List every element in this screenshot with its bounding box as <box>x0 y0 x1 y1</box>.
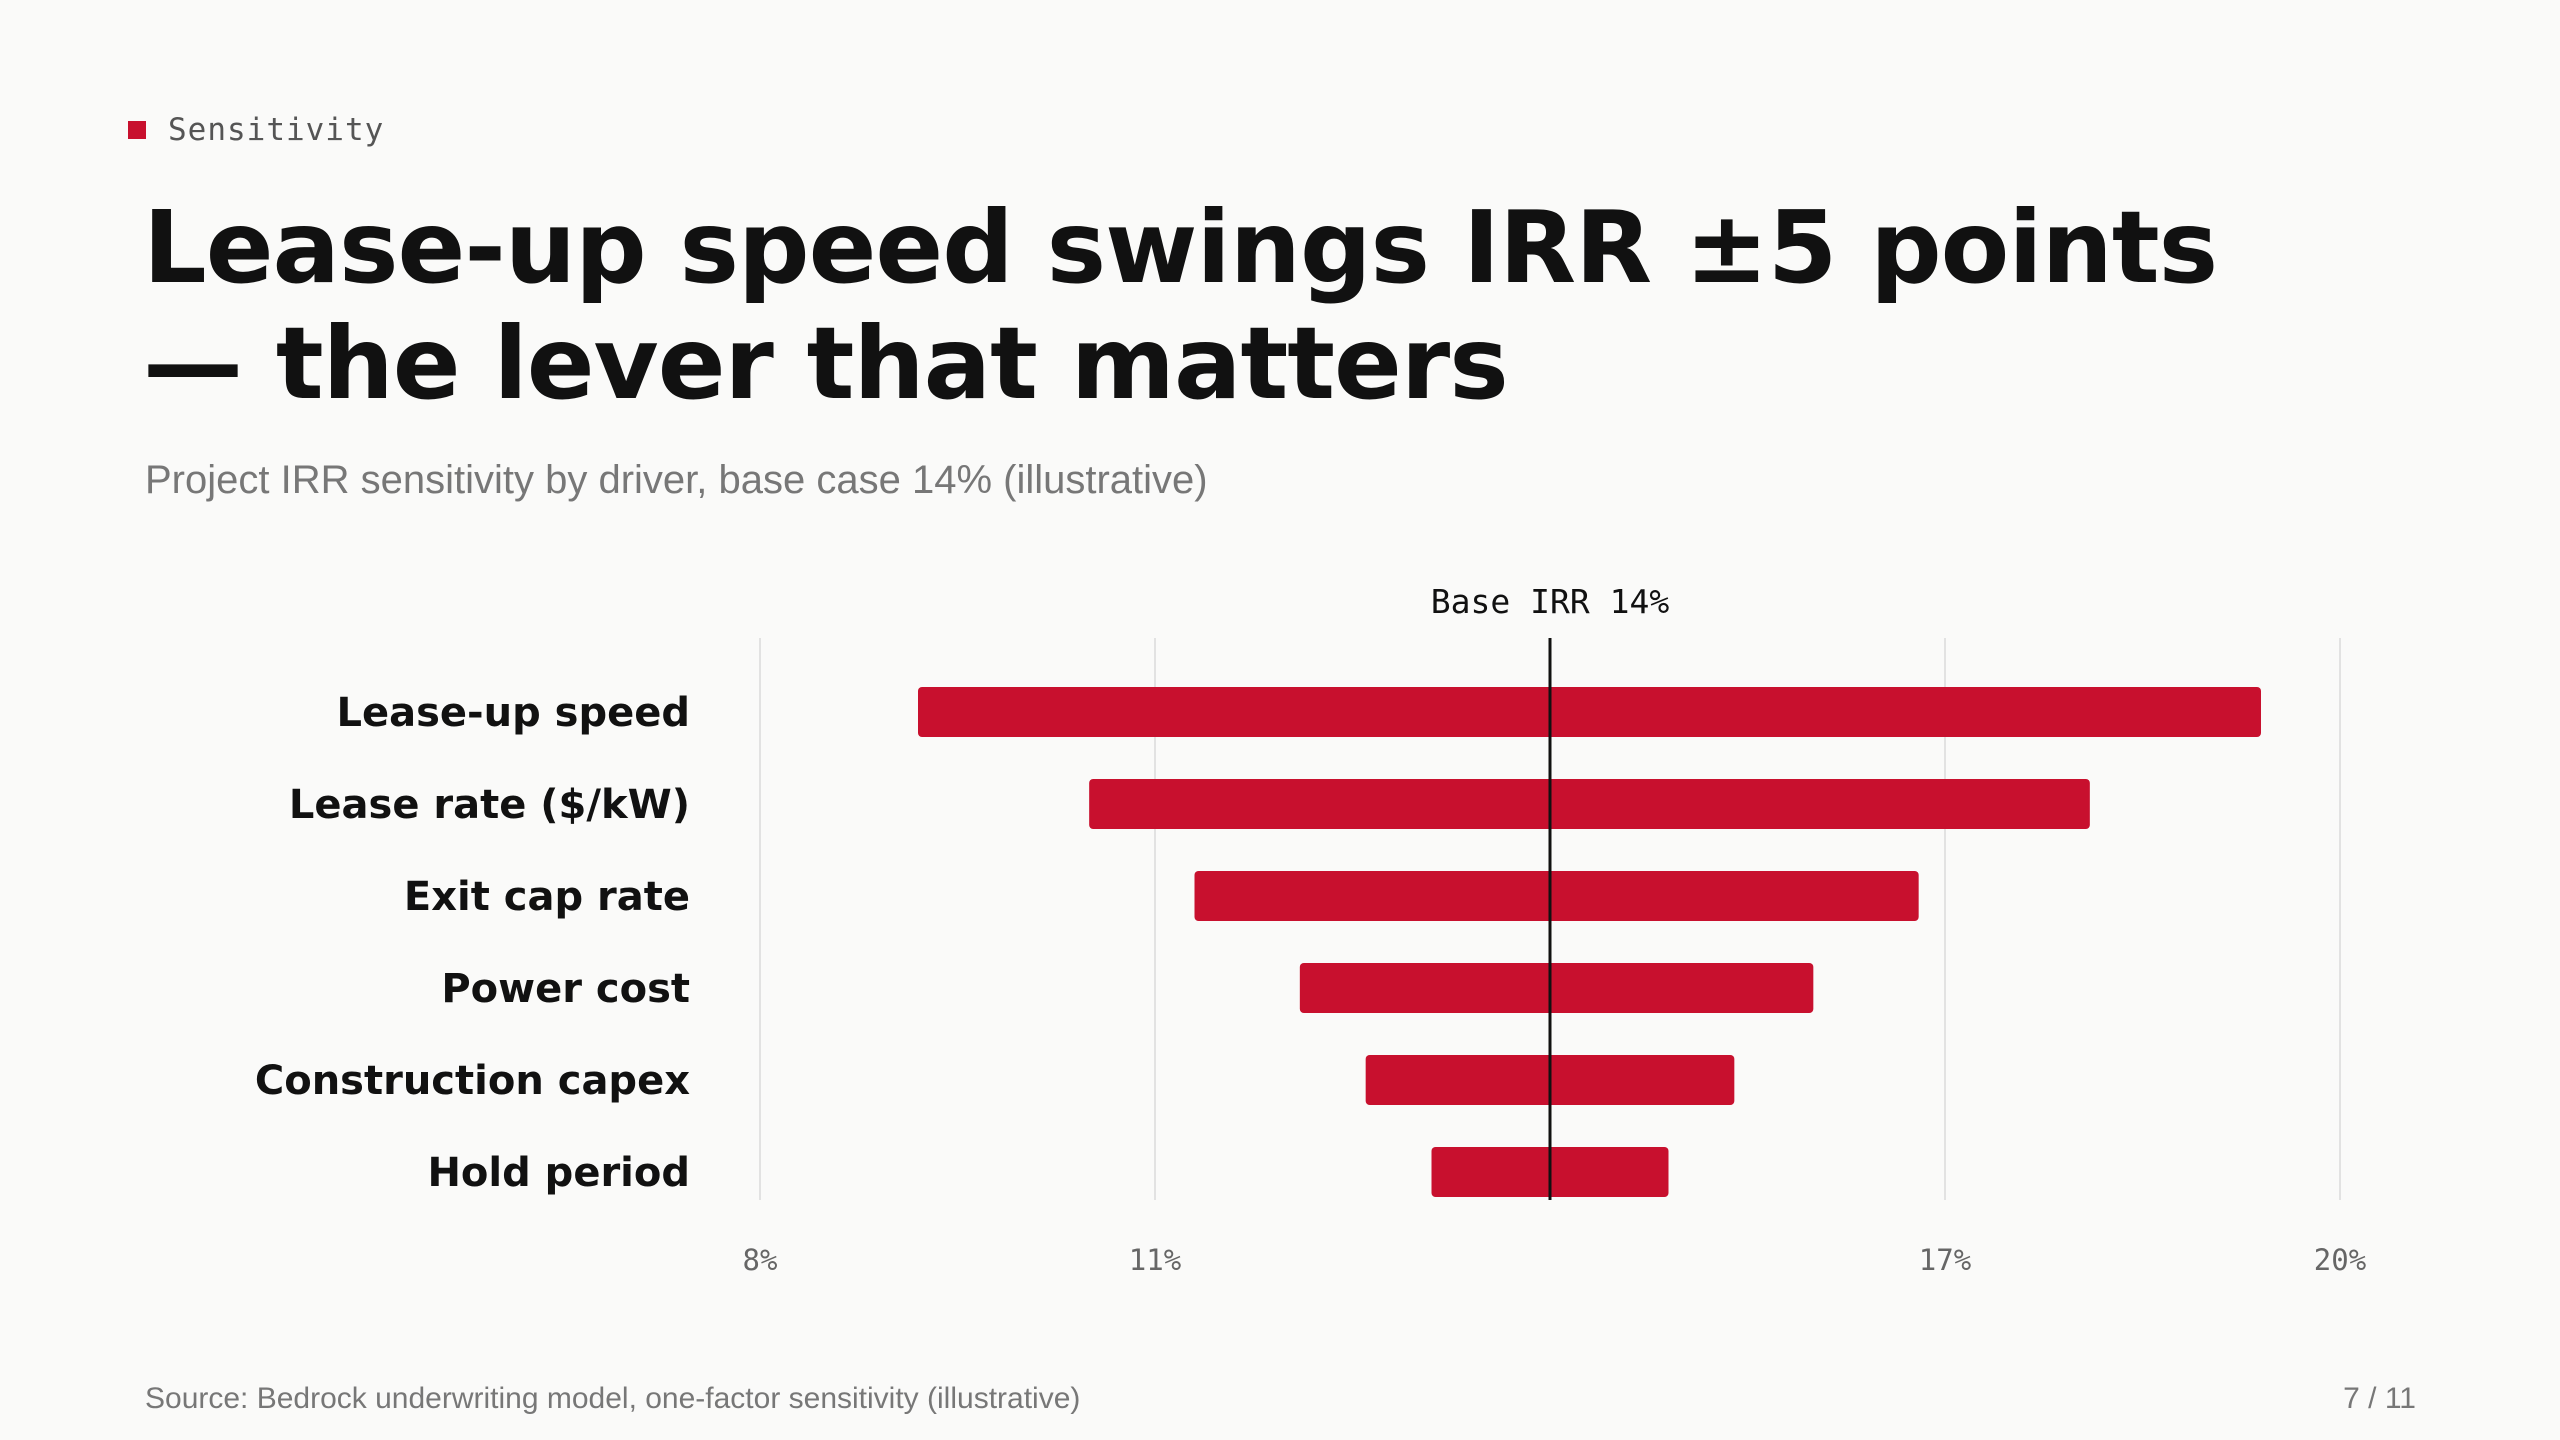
x-tick-label: 11% <box>1129 1243 1181 1277</box>
category-label: Lease-up speed <box>336 690 690 736</box>
category-label-layer: Lease-up speed Lease rate ($/kW) Exit cap … <box>255 690 690 1196</box>
tick-label-layer: 8% 11% 17% 20% <box>743 1243 2367 1277</box>
kicker-square-icon <box>128 121 146 139</box>
page-subtitle: Project IRR sensitivity by driver, base … <box>145 458 1208 502</box>
kicker-label: Sensitivity <box>168 112 385 148</box>
category-label: Construction capex <box>255 1058 690 1104</box>
page-number: 7 / 11 <box>2343 1382 2416 1415</box>
base-label: Base IRR 14% <box>1431 582 1670 621</box>
bar <box>1089 779 2090 829</box>
category-label: Power cost <box>441 966 690 1012</box>
bar <box>1194 871 1919 921</box>
category-label: Exit cap rate <box>404 874 690 920</box>
x-tick-label: 20% <box>2314 1243 2366 1277</box>
kicker: Sensitivity <box>128 112 384 148</box>
bar-layer <box>918 687 2261 1197</box>
bar <box>1299 963 1814 1013</box>
page-title: Lease-up speed swings IRR ±5 points — th… <box>143 189 2218 422</box>
x-tick-label: 17% <box>1919 1243 1971 1277</box>
base-layer: Base IRR 14% <box>1431 582 1670 1200</box>
x-tick-label: 8% <box>743 1243 778 1277</box>
category-label: Hold period <box>427 1150 690 1196</box>
bar <box>918 687 2261 737</box>
footer-source: Source: Bedrock underwriting model, one-… <box>145 1382 1081 1415</box>
tornado-chart: Lease-up speed Lease rate ($/kW) Exit cap … <box>255 582 2367 1277</box>
category-label: Lease rate ($/kW) <box>289 782 690 828</box>
